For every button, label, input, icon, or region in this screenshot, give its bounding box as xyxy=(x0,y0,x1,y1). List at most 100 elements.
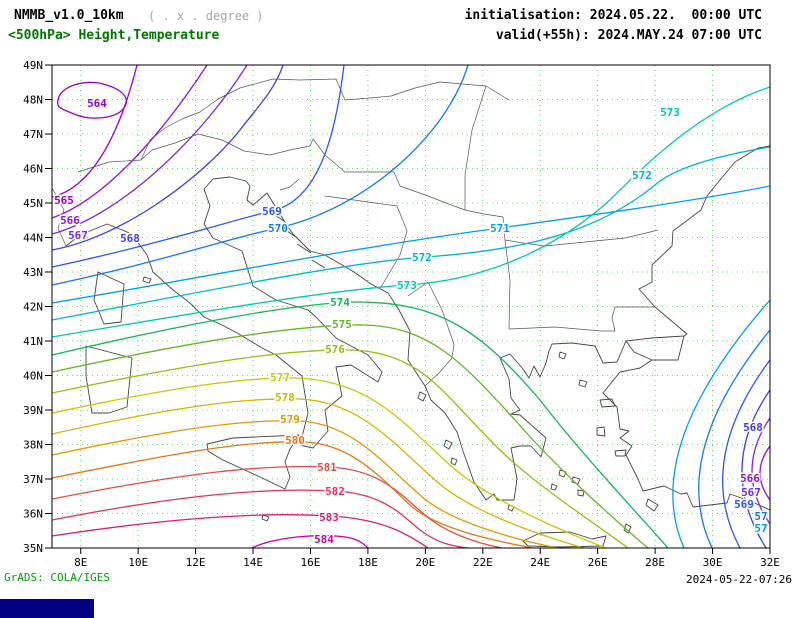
contour-label-582: 582 xyxy=(325,485,345,498)
init-time-label: initialisation: 2024.05.22. 00:00 UTC xyxy=(464,8,762,23)
y-tick-label: 45N xyxy=(23,197,43,210)
contour-line-568 xyxy=(741,389,770,548)
contour-label-572: 572 xyxy=(632,169,652,182)
contour-label-583: 583 xyxy=(319,511,339,524)
x-tick-label: 32E xyxy=(760,556,780,569)
contour-label-569: 569 xyxy=(262,205,282,218)
contour-line-575 xyxy=(52,324,649,548)
coastline-turkey xyxy=(602,335,770,511)
contour-line-567 xyxy=(751,417,770,525)
contour-label-567: 567 xyxy=(741,486,761,499)
contour-label-570: 57 xyxy=(754,510,767,523)
render-timestamp: 2024-05-22-07:26 xyxy=(686,573,792,586)
contour-label-564: 564 xyxy=(87,97,107,110)
contour-line-565 xyxy=(52,65,138,198)
y-tick-label: 37N xyxy=(23,473,43,486)
y-tick-label: 41N xyxy=(23,335,43,348)
contour-line-580 xyxy=(52,441,533,548)
y-tick-label: 49N xyxy=(23,59,43,72)
contour-line-566 xyxy=(759,445,770,501)
coastline-mainland xyxy=(65,176,618,501)
contour-line-571 xyxy=(672,299,770,548)
contour-label-578: 578 xyxy=(275,391,295,404)
contour-label-577: 577 xyxy=(270,371,290,384)
contour-line-566 xyxy=(52,65,208,219)
y-tick-label: 42N xyxy=(23,301,43,314)
contour-line-571 xyxy=(52,185,770,304)
coastline-blacksea xyxy=(616,145,770,363)
contour-label-573: 573 xyxy=(660,106,680,119)
coastlines xyxy=(52,78,770,548)
y-tick-label: 39N xyxy=(23,404,43,417)
contour-label-566: 566 xyxy=(740,472,760,485)
contour-label-584: 584 xyxy=(314,533,334,546)
y-tick-label: 44N xyxy=(23,232,43,245)
contour-label-576: 576 xyxy=(325,343,345,356)
chart-title: <500hPa> Height,Temperature xyxy=(8,28,220,43)
country-borders xyxy=(52,78,659,387)
y-tick-label: 46N xyxy=(23,163,43,176)
y-tick-label: 35N xyxy=(23,542,43,555)
contour-label-574: 574 xyxy=(330,296,350,309)
axis-ticks: 8E 10E 12E 14E 16E 18E 20E 22E 24E 26E 28E 30E 32E 49… xyxy=(23,59,780,569)
contour-line-567 xyxy=(52,65,248,235)
contour-label-573: 573 xyxy=(397,279,417,292)
contour-line-582 xyxy=(52,489,469,548)
contour-line-584 xyxy=(251,534,369,548)
contour-line-570 xyxy=(698,329,770,548)
x-tick-label: 14E xyxy=(243,556,263,569)
contour-label-571: 571 xyxy=(490,222,510,235)
valid-time-label: valid(+55h): 2024.MAY.24 07:00 UTC xyxy=(495,28,762,43)
model-label: NMMB_v1.0_10km xyxy=(14,8,124,23)
x-tick-label: 28E xyxy=(645,556,665,569)
x-tick-label: 12E xyxy=(186,556,206,569)
contour-line-576 xyxy=(52,349,629,548)
grid-lines xyxy=(52,64,771,549)
coastline-islands xyxy=(85,271,659,548)
y-tick-label: 43N xyxy=(23,266,43,279)
x-tick-label: 22E xyxy=(473,556,493,569)
contour-label-579: 579 xyxy=(280,413,300,426)
x-tick-label: 26E xyxy=(588,556,608,569)
contour-line-583 xyxy=(52,514,429,548)
contour-label-570: 570 xyxy=(268,222,288,235)
contour-label-580: 580 xyxy=(285,434,305,447)
y-tick-label: 48N xyxy=(23,94,43,107)
contour-line-577 xyxy=(52,377,607,548)
contour-label-581: 581 xyxy=(317,461,337,474)
contour-line-574 xyxy=(52,301,669,548)
x-tick-label: 24E xyxy=(530,556,550,569)
contour-line-579 xyxy=(52,420,559,548)
y-tick-label: 47N xyxy=(23,128,43,141)
contour-line-570 xyxy=(52,65,469,286)
contour-label-568: 568 xyxy=(120,232,140,245)
contour-line-569 xyxy=(52,65,345,268)
contour-label-575: 575 xyxy=(332,318,352,331)
contour-label-565: 565 xyxy=(54,194,74,207)
contour-line-568 xyxy=(52,65,284,251)
contour-label-569: 569 xyxy=(734,498,754,511)
contour-line-573 xyxy=(52,86,770,338)
contour-label-568: 568 xyxy=(743,421,763,434)
contour-line-578 xyxy=(52,398,585,548)
contour-label-567: 567 xyxy=(68,229,88,242)
grads-logo-block xyxy=(0,599,94,618)
resolution-note: ( . x . degree ) xyxy=(148,9,264,23)
contour-line-581 xyxy=(52,465,503,548)
contour-label-566: 566 xyxy=(60,214,80,227)
contour-label-572: 572 xyxy=(412,251,432,264)
contour-label-571: 57 xyxy=(754,522,767,535)
x-tick-label: 18E xyxy=(358,556,378,569)
contour-line-569 xyxy=(722,359,770,548)
x-tick-label: 20E xyxy=(415,556,435,569)
y-tick-label: 38N xyxy=(23,439,43,452)
y-tick-label: 40N xyxy=(23,370,43,383)
x-tick-label: 16E xyxy=(301,556,321,569)
x-tick-label: 8E xyxy=(74,556,87,569)
x-tick-label: 30E xyxy=(703,556,723,569)
y-tick-label: 36N xyxy=(23,508,43,521)
x-tick-label: 10E xyxy=(128,556,148,569)
